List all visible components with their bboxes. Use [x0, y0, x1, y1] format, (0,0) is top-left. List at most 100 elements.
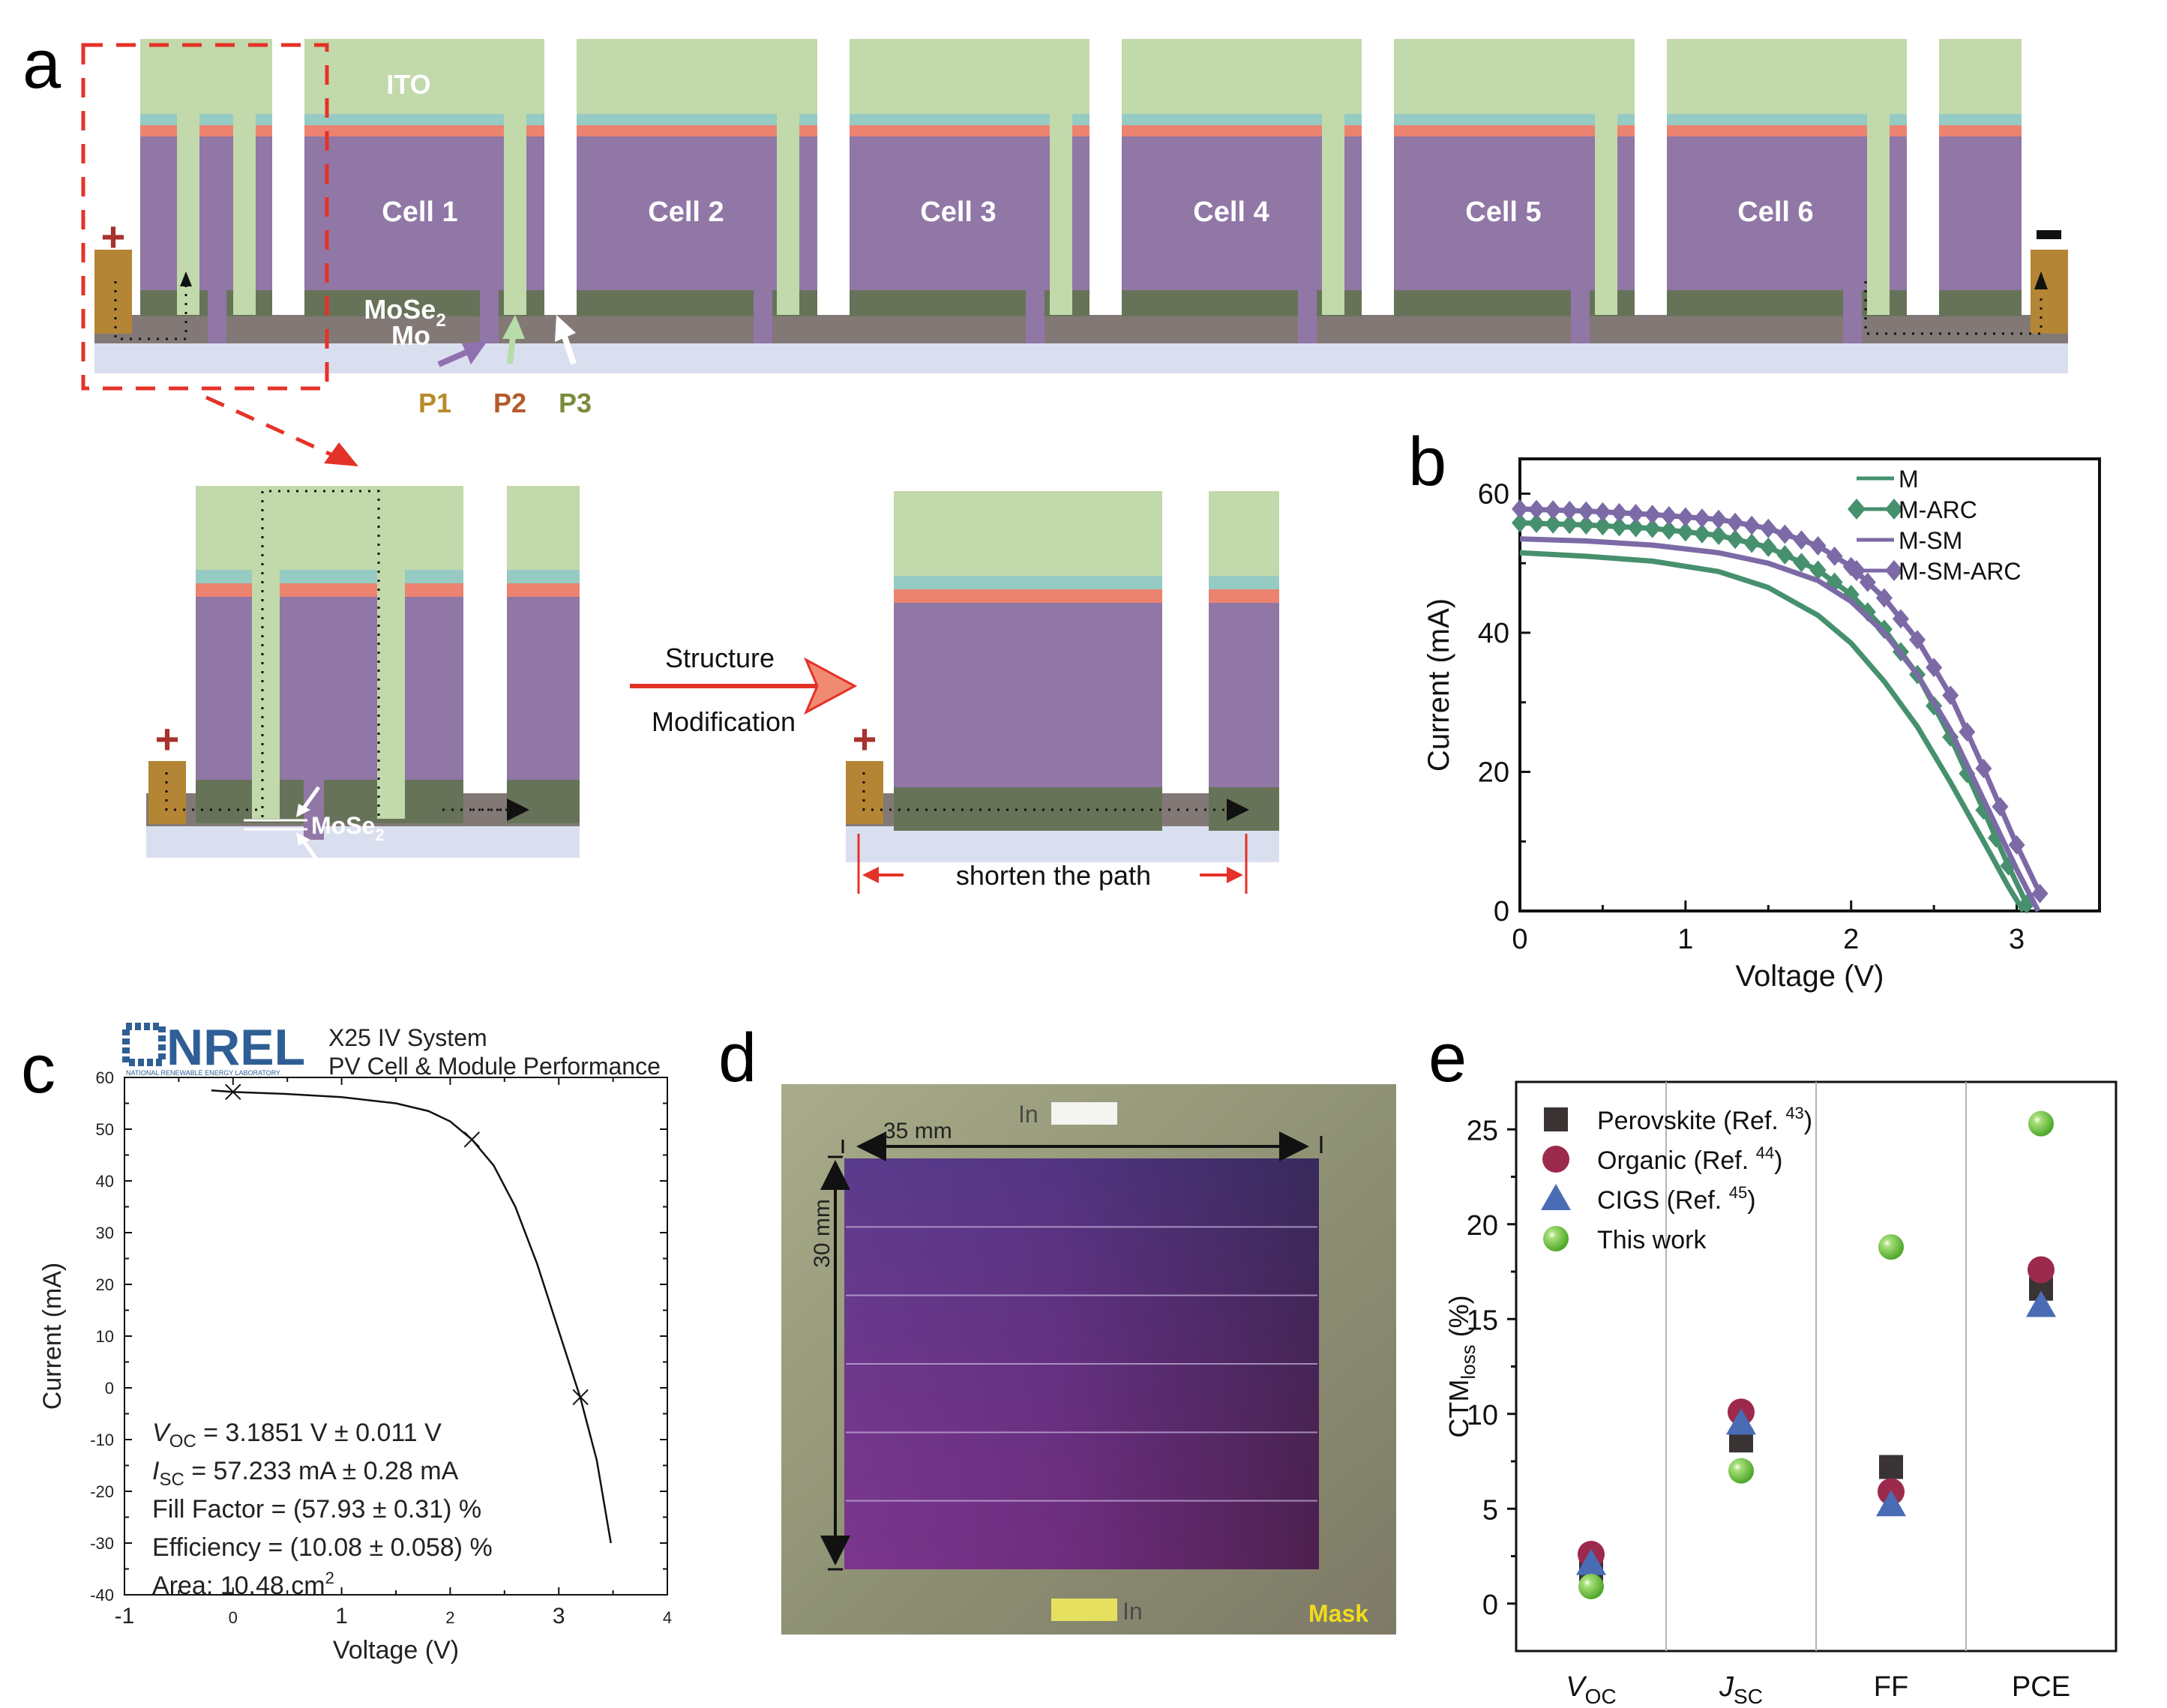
p1-scribe	[208, 290, 226, 343]
y-axis-label: Current (mA)	[38, 1263, 67, 1410]
y-tick-label: 15	[1467, 1305, 1498, 1336]
y-tick-label: 0	[105, 1379, 114, 1398]
module-cross-section	[94, 39, 2068, 373]
data-point-m-sm-arc	[1992, 796, 2009, 817]
indium-contact-top	[1051, 1102, 1117, 1125]
ito-layer	[850, 39, 1089, 114]
y-tick-label: 30	[96, 1224, 114, 1242]
p3-arrowhead	[555, 315, 576, 342]
legend-marker	[1848, 499, 1866, 520]
data-point-m-arc	[1660, 520, 1677, 541]
x-category-label: VOC	[1566, 1671, 1616, 1708]
legend-label: M-ARC	[1899, 496, 1977, 523]
absorber-layer	[1667, 136, 1907, 290]
ito-label: ITO	[386, 69, 430, 100]
ito-layer	[1122, 39, 1362, 114]
data-point-square	[1879, 1455, 1903, 1479]
y-tick-label: 10	[96, 1327, 114, 1346]
conventional-interconnect-detail: +	[146, 486, 580, 864]
nrel-logo-text: NREL	[166, 1019, 305, 1076]
y-tick-label: 50	[96, 1120, 114, 1139]
nrel-header: NREL NATIONAL RENEWABLE ENERGY LABORATOR…	[122, 1019, 661, 1080]
data-point-triangle	[2026, 1290, 2056, 1317]
y-tick-label: 20	[1478, 757, 1509, 788]
data-point-m-sm-arc	[1561, 500, 1578, 520]
p2-interconnect	[777, 112, 799, 315]
modification-label: Modification	[652, 706, 796, 737]
data-point-m-arc	[1776, 545, 1794, 565]
data-point-m-sm-arc	[1512, 499, 1528, 519]
nrel-logo-icon	[122, 1023, 166, 1066]
cds-layer	[1122, 125, 1362, 136]
legend-marker	[1885, 499, 1903, 520]
minus-terminal-icon	[2037, 230, 2061, 239]
data-point-sphere	[1878, 1234, 1904, 1260]
data-point-m-arc	[1611, 517, 1628, 537]
legend-label: Perovskite (Ref. 43)	[1597, 1104, 1812, 1135]
indium-label-top: In	[1018, 1101, 1039, 1128]
x-tick-label: 2	[1843, 924, 1859, 955]
y-tick-label: 0	[1482, 1590, 1498, 1621]
data-point-m-sm-arc	[1875, 588, 1893, 608]
data-point-m-sm-arc	[1909, 630, 1926, 650]
data-point-m-arc	[1545, 514, 1562, 534]
data-point-m-sm-arc	[1578, 501, 1595, 521]
p1-scribe	[1298, 290, 1317, 343]
iv-annotation: Efficiency = (10.08 ± 0.058) %	[152, 1533, 493, 1562]
p1-scribe	[480, 290, 499, 343]
data-point-m-arc	[1809, 560, 1827, 580]
cell-label: Cell 3	[920, 196, 996, 228]
buffer-layer	[577, 114, 817, 125]
y-tick-label: -30	[90, 1534, 114, 1553]
y-tick-label: -10	[90, 1431, 114, 1449]
measurement-marker	[463, 1131, 481, 1148]
mose2-layer	[1939, 290, 2022, 316]
panel-label-c: c	[21, 1031, 55, 1107]
y-tick-label: 60	[1478, 478, 1509, 510]
current-path-left	[114, 281, 187, 340]
data-point-triangle	[1726, 1408, 1756, 1435]
panel-label-e: e	[1428, 1020, 1467, 1096]
data-point-m-sm-arc	[2031, 883, 2049, 903]
data-point-m-sm-arc	[1710, 509, 1728, 529]
x-tick-label: 0	[1512, 924, 1527, 955]
p2-interconnect	[233, 112, 256, 315]
data-point-triangle	[1576, 1548, 1606, 1575]
p2-interconnect	[1322, 112, 1344, 315]
data-point-m-arc	[1578, 515, 1595, 535]
p2-arrowhead	[502, 315, 525, 339]
absorber-layer	[1122, 136, 1362, 290]
legend-marker	[1542, 1146, 1569, 1173]
p1-arrowhead	[462, 341, 487, 364]
zoom-pointer-line	[205, 395, 339, 460]
zoom-highlight-box	[81, 43, 329, 391]
data-point-m-arc	[1677, 522, 1694, 542]
chart-b: 0 1 2 3 0 20 40 60 Voltage (V) Current (mA) M M-ARC…	[1422, 457, 2101, 993]
x-tick-label: 3	[2009, 924, 2025, 955]
data-point-m-arc	[1710, 526, 1728, 546]
mose2-layer	[1122, 290, 1362, 316]
mose2-layer	[850, 290, 1089, 316]
legend-label: M-SM-ARC	[1899, 558, 2022, 585]
legend-marker	[1885, 560, 1903, 581]
plot-frame	[1518, 457, 2101, 912]
data-point-m-arc	[1627, 517, 1644, 538]
ito-layer	[577, 39, 817, 114]
p1-label: P1	[418, 388, 451, 418]
buffer-layer	[850, 114, 1089, 125]
indium-contact-bottom	[1051, 1599, 1117, 1621]
cds-layer	[1394, 125, 1635, 136]
p2-interconnect	[504, 112, 526, 315]
y-tick-label: 20	[1467, 1210, 1498, 1242]
absorber-layer	[1394, 136, 1635, 290]
cell-label: Cell 2	[648, 196, 724, 228]
iv-annotation: ISC = 57.233 mA ± 0.28 mA	[152, 1457, 459, 1490]
data-point-m-sm-arc	[1545, 500, 1562, 520]
data-point-m-arc	[1512, 513, 1528, 533]
x-axis-label: Voltage (V)	[1736, 960, 1884, 993]
cell-label: Cell 1	[382, 196, 457, 228]
negative-contact	[2031, 250, 2068, 334]
legend-label: CIGS (Ref. 45)	[1597, 1183, 1756, 1215]
x-axis-label: Voltage (V)	[333, 1636, 459, 1665]
